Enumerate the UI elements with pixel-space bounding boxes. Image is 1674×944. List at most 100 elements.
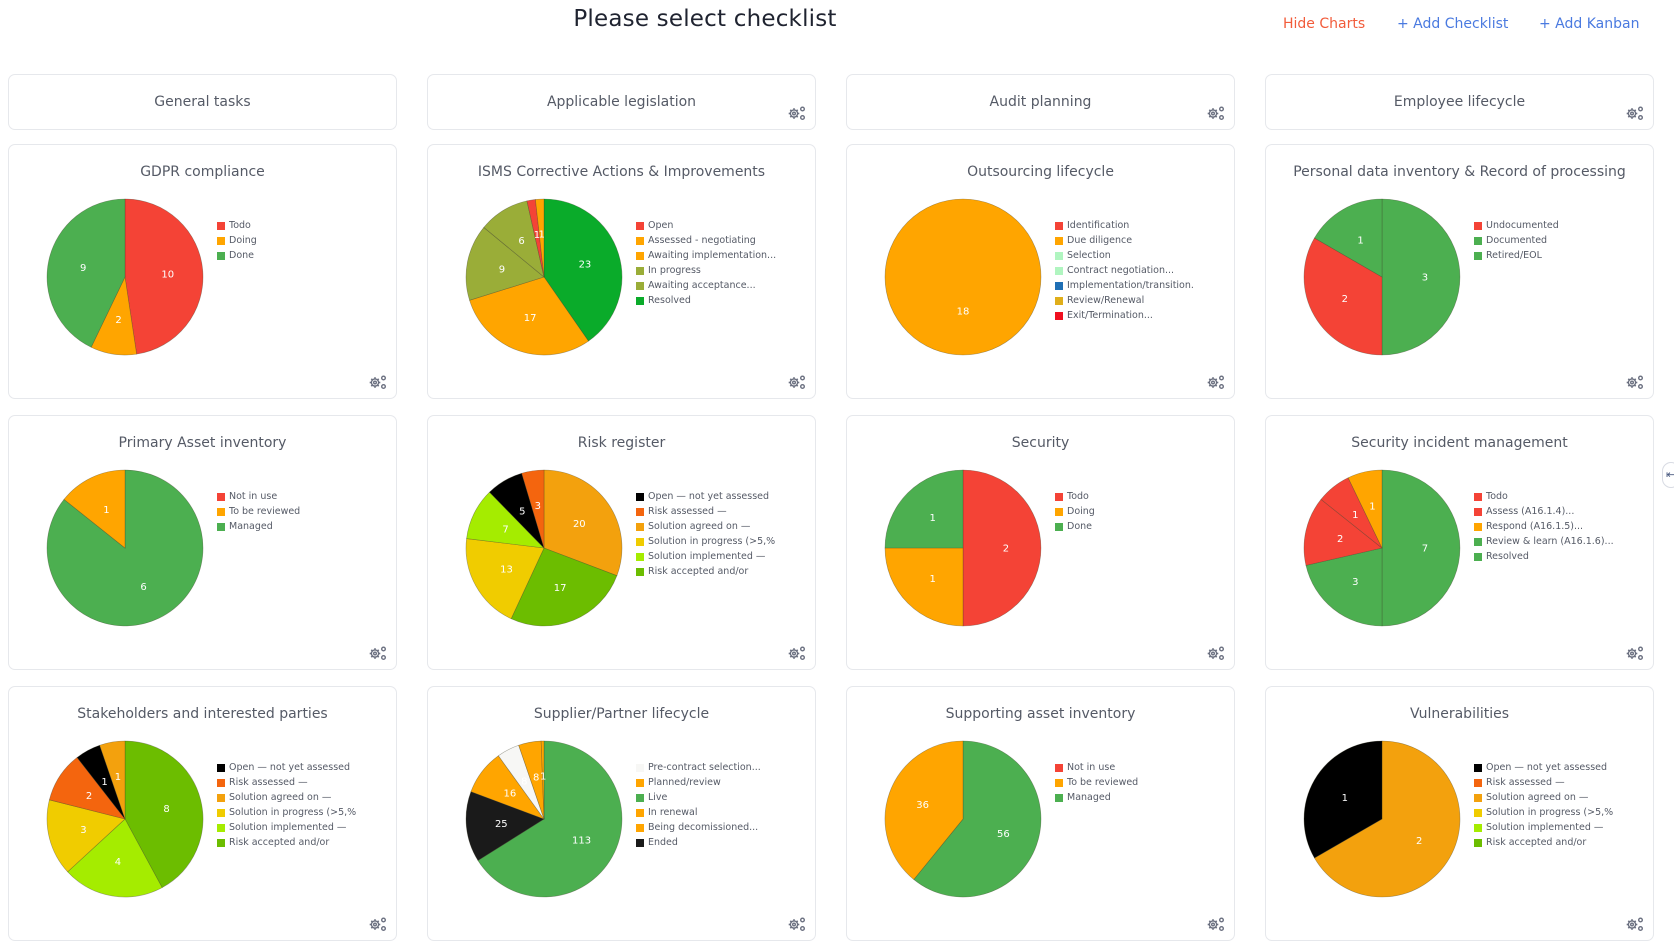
legend-item[interactable]: Solution agreed on —: [217, 790, 356, 805]
legend-item[interactable]: Todo: [217, 218, 257, 233]
pie-slice[interactable]: [497, 744, 545, 820]
legend-item[interactable]: Managed: [1055, 790, 1138, 805]
pie-slice[interactable]: [470, 755, 545, 820]
pie-slice[interactable]: [67, 818, 163, 898]
legend-item[interactable]: Open: [636, 218, 776, 233]
pie-slice[interactable]: [46, 198, 126, 348]
settings-gear-icon[interactable]: [368, 374, 388, 390]
pie-slice[interactable]: [466, 491, 545, 549]
chart-card[interactable]: Risk register 20 17 13 7 5 3 Open — not yet ass…: [427, 415, 816, 670]
add-checklist-link[interactable]: + Add Checklist: [1397, 16, 1509, 32]
settings-gear-icon[interactable]: [368, 916, 388, 932]
settings-gear-icon[interactable]: [1625, 645, 1645, 661]
pie-chart[interactable]: 21: [1302, 739, 1462, 899]
pie-slice[interactable]: [1381, 469, 1461, 627]
pie-slice[interactable]: [469, 276, 589, 356]
settings-gear-icon[interactable]: [787, 645, 807, 661]
legend-item[interactable]: Identification: [1055, 218, 1194, 233]
settings-gear-icon[interactable]: [1625, 916, 1645, 932]
legend-item[interactable]: Not in use: [1055, 760, 1138, 775]
checklist-card[interactable]: Employee lifecycle: [1265, 74, 1654, 130]
legend-item[interactable]: Retired/EOL: [1474, 248, 1559, 263]
add-kanban-link[interactable]: + Add Kanban: [1539, 16, 1640, 32]
settings-gear-icon[interactable]: [787, 105, 807, 121]
settings-gear-icon[interactable]: [787, 916, 807, 932]
legend-item[interactable]: Todo: [1474, 489, 1614, 504]
legend-item[interactable]: Planned/review: [636, 775, 761, 790]
hide-charts-link[interactable]: Hide Charts: [1283, 16, 1366, 32]
legend-item[interactable]: Solution implemented —: [1474, 820, 1613, 835]
legend-item[interactable]: Contract negotiation...: [1055, 263, 1194, 278]
pie-chart[interactable]: 7 3 2 11: [1302, 468, 1462, 628]
legend-item[interactable]: Solution in progress (>5,%: [1474, 805, 1613, 820]
settings-gear-icon[interactable]: [1625, 105, 1645, 121]
pie-slice[interactable]: [543, 198, 623, 342]
pie-slice[interactable]: [1303, 498, 1383, 566]
pie-chart[interactable]: 20 17 13 75 3: [464, 468, 624, 628]
pie-slice[interactable]: [518, 740, 545, 820]
pie-slice[interactable]: [510, 547, 618, 627]
pie-slice[interactable]: [99, 740, 126, 820]
settings-gear-icon[interactable]: [1206, 105, 1226, 121]
side-panel-toggle[interactable]: ⇤: [1662, 462, 1674, 488]
legend-item[interactable]: Risk assessed —: [217, 775, 356, 790]
legend-item[interactable]: Doing: [217, 233, 257, 248]
legend-item[interactable]: Pre-contract selection...: [636, 760, 761, 775]
pie-slice[interactable]: [884, 469, 964, 549]
settings-gear-icon[interactable]: [1625, 374, 1645, 390]
settings-gear-icon[interactable]: [1206, 374, 1226, 390]
legend-item[interactable]: Documented: [1474, 233, 1559, 248]
legend-item[interactable]: Not in use: [217, 489, 300, 504]
settings-gear-icon[interactable]: [787, 374, 807, 390]
pie-slice[interactable]: [489, 472, 545, 549]
pie-slice[interactable]: [1381, 198, 1461, 356]
pie-slice[interactable]: [1314, 198, 1383, 278]
pie-slice[interactable]: [521, 469, 545, 549]
legend-item[interactable]: Awaiting implementation...: [636, 248, 776, 263]
pie-slice[interactable]: [76, 744, 126, 820]
legend-item[interactable]: Selection: [1055, 248, 1194, 263]
pie-slice[interactable]: [1320, 477, 1383, 549]
pie-slice[interactable]: [526, 199, 545, 278]
pie-slice[interactable]: [1305, 547, 1383, 627]
legend-item[interactable]: Live: [636, 790, 761, 805]
legend-item[interactable]: Resolved: [1474, 549, 1614, 564]
legend-item[interactable]: Review & learn (A16.1.6)...: [1474, 534, 1614, 549]
legend-item[interactable]: Implementation/transition.: [1055, 278, 1194, 293]
pie-chart[interactable]: 10 2 9: [45, 197, 205, 357]
pie-slice[interactable]: [884, 198, 1042, 356]
chart-card[interactable]: Supporting asset inventory 56 36 Not in use…: [846, 686, 1235, 941]
legend-item[interactable]: Risk assessed —: [1474, 775, 1613, 790]
legend-item[interactable]: To be reviewed: [217, 504, 300, 519]
legend-item[interactable]: In renewal: [636, 805, 761, 820]
pie-chart[interactable]: 2 1 1: [883, 468, 1043, 628]
legend-item[interactable]: Resolved: [636, 293, 776, 308]
pie-chart[interactable]: 61: [45, 468, 205, 628]
pie-slice[interactable]: [962, 469, 1042, 627]
chart-card[interactable]: Primary Asset inventory 6 1 Not in use To be…: [8, 415, 397, 670]
chart-card[interactable]: Security incident management 7 3 2 1 1 Todo Ass…: [1265, 415, 1654, 670]
legend-item[interactable]: Respond (A16.1.5)...: [1474, 519, 1614, 534]
chart-card[interactable]: Stakeholders and interested parties 8 4 3 2 1…: [8, 686, 397, 941]
legend-item[interactable]: In progress: [636, 263, 776, 278]
legend-item[interactable]: Risk assessed —: [636, 504, 775, 519]
legend-item[interactable]: Solution in progress (>5,%: [217, 805, 356, 820]
legend-item[interactable]: Open — not yet assessed: [1474, 760, 1613, 775]
legend-item[interactable]: Solution agreed on —: [1474, 790, 1613, 805]
chart-card[interactable]: ISMS Corrective Actions & Improvements 23…: [427, 144, 816, 399]
chart-card[interactable]: Outsourcing lifecycle 18 Identification Due…: [846, 144, 1235, 399]
legend-item[interactable]: Being decomissioned...: [636, 820, 761, 835]
pie-slice[interactable]: [1303, 237, 1383, 356]
pie-slice[interactable]: [465, 538, 545, 620]
legend-item[interactable]: Risk accepted and/or: [636, 564, 775, 579]
pie-slice[interactable]: [124, 198, 204, 355]
pie-slice[interactable]: [543, 469, 623, 577]
pie-slice[interactable]: [49, 757, 126, 820]
chart-card[interactable]: Security 2 1 1 Todo Doing Done: [846, 415, 1235, 670]
pie-chart[interactable]: 56 36: [883, 739, 1043, 899]
chart-card[interactable]: Vulnerabilities 2 1 Open — not yet assessed…: [1265, 686, 1654, 941]
legend-item[interactable]: Open — not yet assessed: [636, 489, 775, 504]
